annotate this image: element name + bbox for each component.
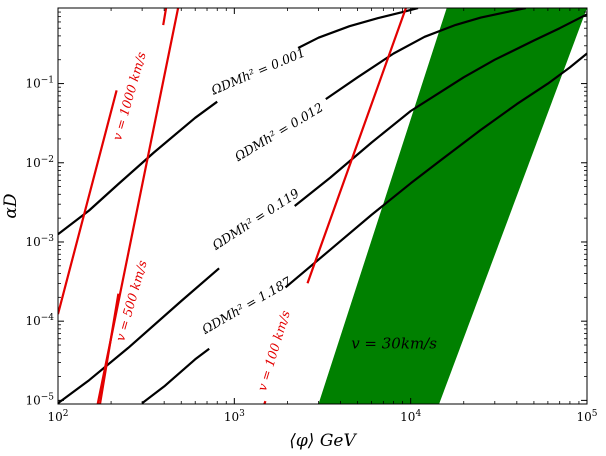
relic-curve-4-segment-1 xyxy=(141,347,210,404)
velocity-line-3-segment-2 xyxy=(162,8,168,26)
x-tick-label-1: 102 xyxy=(47,409,68,424)
x-tick-label-4: 105 xyxy=(576,409,597,424)
y-tick-label-5: 10−1 xyxy=(25,76,54,91)
plot-area xyxy=(58,8,587,404)
relic-curve-2-segment-1 xyxy=(325,8,527,101)
axis-ticks: 102 103 104 105 10−5 10−4 10−3 10−2 10−1 xyxy=(25,7,598,424)
velocity-line-3-segment-1 xyxy=(98,293,120,404)
velocity-line-4-label: v = 100 km/s xyxy=(254,309,293,393)
y-tick-label-1: 10−5 xyxy=(25,392,54,407)
band-label: v = 30km/s xyxy=(351,335,437,353)
x-tick-label-2: 103 xyxy=(224,409,245,424)
y-tick-label-2: 10−4 xyxy=(25,313,54,328)
velocity-line-1-segment-1 xyxy=(58,90,118,315)
velocity-line-4-segment-2 xyxy=(306,8,407,284)
v30-band xyxy=(318,8,587,404)
x-axis-label: ⟨φ⟩ GeV xyxy=(289,431,357,451)
relic-curve-3-segment-1 xyxy=(58,267,220,404)
relic-curve-3-label: ΩDMh² = 0.119 xyxy=(209,185,302,253)
relic-curve-1-segment-1 xyxy=(58,100,218,236)
plot-frame xyxy=(57,7,588,405)
relic-curve-2-label: ΩDMh² = 0.012 xyxy=(231,99,326,164)
y-axis-label: αD xyxy=(1,193,21,218)
y-tick-label-3: 10−3 xyxy=(25,234,54,249)
relic-curve-1-label: ΩDMh² = 0.001 xyxy=(208,45,307,98)
y-tick-label-4: 10−2 xyxy=(25,155,54,170)
x-tick-label-3: 104 xyxy=(400,409,421,424)
relic-curve-1-segment-2 xyxy=(297,8,419,49)
